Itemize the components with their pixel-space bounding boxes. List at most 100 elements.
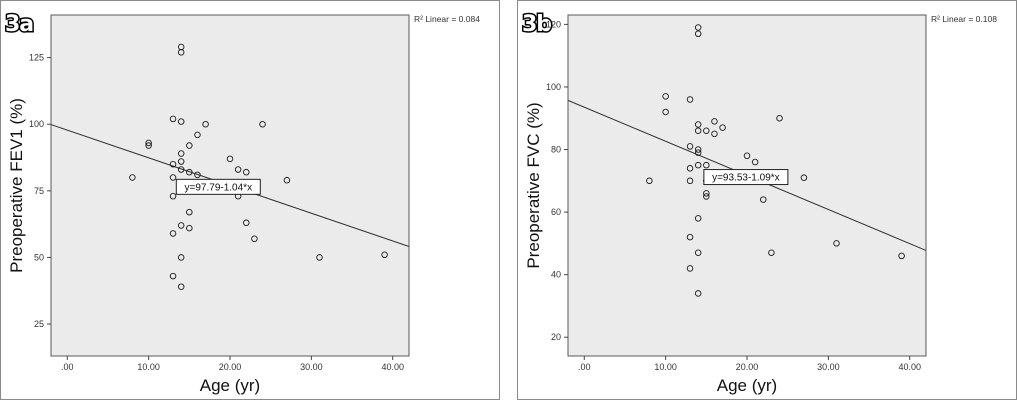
- data-point: [694, 24, 702, 31]
- data-point: [662, 93, 669, 100]
- data-point: [898, 252, 905, 260]
- data-point: [243, 168, 250, 176]
- scatter-chart-fvc: 3b R² Linear = 0.108 .00 10.00 20.00 30.00 40.…: [521, 11, 998, 396]
- y-tick-label: 80: [551, 145, 561, 155]
- data-point: [694, 249, 702, 257]
- data-point: [703, 190, 710, 197]
- data-point: [694, 161, 702, 169]
- plot-area: [567, 14, 927, 357]
- regression-equation-label: y=93.53-1.09*x: [712, 173, 780, 184]
- data-point: [186, 208, 193, 216]
- data-point: [694, 290, 702, 297]
- data-point: [226, 155, 234, 163]
- x-tick-label: 20.00: [736, 362, 759, 372]
- data-point: [169, 115, 177, 123]
- data-point: [800, 174, 808, 181]
- y-axis-title: Preoperative FEV1 (%): [7, 98, 26, 273]
- x-tick-label: .00: [61, 362, 74, 372]
- x-tick-label: 40.00: [898, 362, 921, 372]
- regression-equation-label: y=97.79-1.04*x: [185, 182, 253, 193]
- panel-label: 3a: [5, 12, 33, 37]
- data-point: [743, 152, 751, 160]
- y-tick-label: 125: [29, 53, 44, 63]
- data-point: [694, 30, 702, 38]
- data-point: [686, 165, 694, 172]
- data-point: [186, 168, 193, 176]
- y-tick-label: 40: [551, 270, 561, 280]
- data-point: [243, 219, 250, 227]
- chart-panel-3b: 3b R² Linear = 0.108 .00 10.00 20.00 30.00 40.…: [517, 0, 1017, 400]
- data-point: [194, 171, 201, 179]
- x-tick-label: 20.00: [219, 362, 242, 372]
- x-tick-label: 30.00: [817, 362, 840, 372]
- y-tick-label: 25: [34, 319, 44, 329]
- data-point: [833, 240, 840, 247]
- data-point: [686, 96, 694, 103]
- data-point: [177, 283, 185, 290]
- data-point: [316, 254, 323, 261]
- y-tick-label: 100: [546, 82, 561, 92]
- panel-label: 3b: [522, 12, 551, 37]
- y-tick-label: 120: [546, 19, 561, 29]
- x-tick-label: 10.00: [137, 362, 160, 372]
- data-point: [169, 160, 177, 168]
- data-point: [703, 193, 710, 200]
- data-point: [234, 166, 242, 173]
- data-point: [711, 130, 718, 138]
- y-tick-label: 60: [551, 207, 561, 217]
- data-point: [194, 131, 201, 139]
- data-point: [751, 158, 759, 166]
- scatter-chart-fev1: 3a R² Linear = 0.084 .00 10.00 20.00 30.00 40.…: [4, 11, 481, 396]
- data-point: [177, 158, 185, 165]
- r-squared-label: R² Linear = 0.084: [414, 14, 480, 24]
- data-point: [686, 143, 694, 150]
- data-point: [760, 196, 767, 203]
- data-point: [711, 118, 718, 125]
- data-point: [169, 192, 177, 200]
- data-point: [169, 230, 177, 237]
- data-point: [694, 215, 702, 222]
- data-point: [177, 254, 185, 261]
- y-tick-label: 100: [29, 119, 44, 129]
- data-point: [381, 251, 388, 259]
- y-tick-label: 50: [34, 252, 44, 262]
- r-squared-label: R² Linear = 0.108: [931, 14, 997, 24]
- data-point: [145, 142, 152, 149]
- data-point: [177, 222, 185, 229]
- equation-box: [175, 178, 261, 195]
- y-axis-title: Preoperative FVC (%): [524, 102, 543, 268]
- data-point: [169, 272, 177, 280]
- x-axis-title: Age (yr): [717, 376, 777, 395]
- data-point: [694, 146, 702, 153]
- x-tick-label: 30.00: [300, 362, 323, 372]
- data-point: [202, 120, 209, 128]
- y-tick-label: 75: [34, 186, 44, 196]
- data-point: [694, 149, 702, 156]
- data-point: [283, 176, 291, 184]
- data-point: [186, 224, 193, 232]
- y-tick-label: 20: [551, 332, 561, 342]
- data-point: [719, 124, 726, 131]
- data-point: [703, 127, 710, 135]
- data-point: [251, 235, 258, 243]
- data-point: [259, 120, 266, 128]
- data-point: [662, 108, 669, 116]
- data-point: [646, 177, 653, 185]
- data-point: [177, 166, 185, 173]
- data-point: [686, 177, 694, 185]
- data-point: [776, 114, 783, 122]
- data-point: [768, 249, 775, 257]
- data-point: [145, 139, 152, 147]
- data-point: [686, 233, 694, 241]
- data-point: [686, 265, 694, 272]
- data-point: [177, 150, 185, 157]
- data-point: [177, 49, 185, 56]
- data-point: [186, 142, 193, 149]
- chart-panel-3a: 3a R² Linear = 0.084 .00 10.00 20.00 30.00 40.…: [0, 0, 500, 400]
- data-point: [129, 174, 136, 181]
- x-tick-label: 40.00: [381, 362, 404, 372]
- data-point: [694, 127, 702, 135]
- data-point: [694, 121, 702, 128]
- data-point: [703, 161, 710, 169]
- x-tick-label: 10.00: [654, 362, 677, 372]
